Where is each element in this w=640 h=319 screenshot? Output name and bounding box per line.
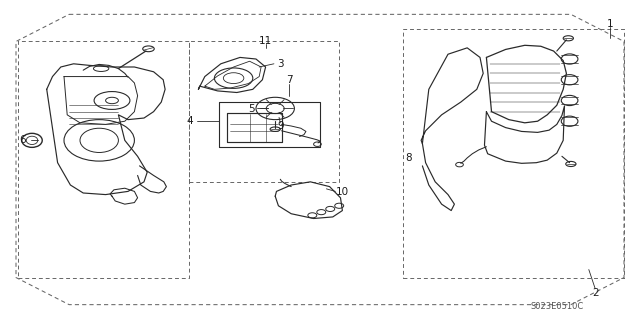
Text: 1: 1 (607, 19, 613, 29)
Text: 7: 7 (286, 75, 292, 85)
Text: 9: 9 (277, 121, 284, 131)
Text: 10: 10 (336, 187, 349, 197)
Text: S023E0510C: S023E0510C (530, 302, 584, 311)
Text: 11: 11 (259, 36, 272, 46)
Text: 4: 4 (187, 116, 193, 126)
Text: 8: 8 (405, 153, 412, 163)
Text: 2: 2 (592, 288, 598, 298)
Text: 3: 3 (277, 59, 284, 70)
Text: 5: 5 (248, 104, 255, 114)
Text: 6: 6 (20, 135, 26, 145)
